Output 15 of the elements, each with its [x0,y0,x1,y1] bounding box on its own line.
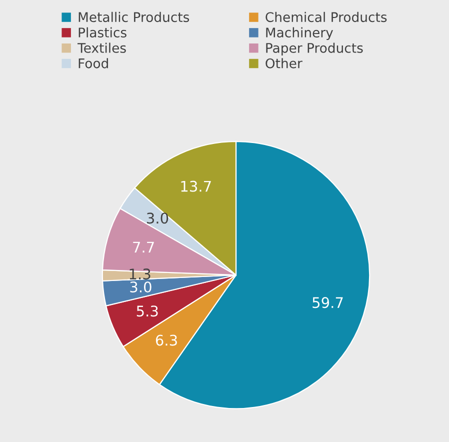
legend-label: Plastics [78,27,126,38]
legend-label: Textiles [78,42,126,53]
legend-label: Chemical Products [266,12,387,22]
data-label: 13.7 [181,180,211,192]
data-label: 3.0 [130,281,152,292]
legend-label: Metallic Products [78,12,190,22]
data-label: 7.7 [133,242,154,252]
legend-label: Paper Products [266,42,363,56]
data-label: 6.3 [156,334,177,346]
legend-label: Other [266,58,302,68]
data-label: 59.7 [312,297,343,308]
legend-label: Food [78,58,108,68]
legend-label: Machinery [266,27,333,40]
data-label: 5.3 [136,306,158,317]
data-label: 3.0 [146,212,168,224]
